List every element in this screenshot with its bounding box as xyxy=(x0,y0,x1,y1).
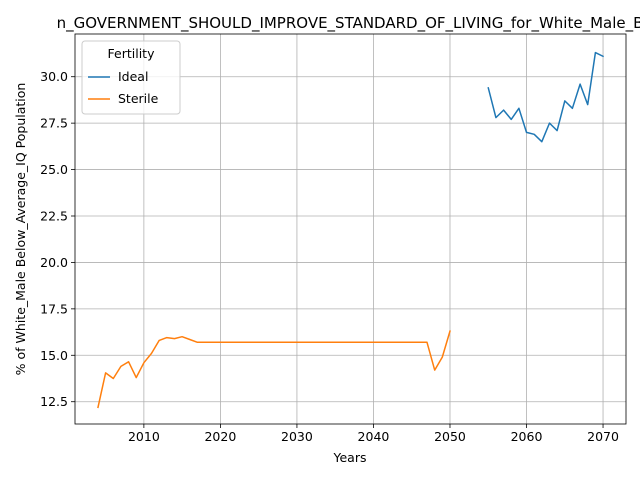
y-tick-label: 25.0 xyxy=(40,162,68,177)
y-tick-label: 17.5 xyxy=(40,301,68,316)
series-line-ideal xyxy=(487,51,605,143)
legend-box xyxy=(81,40,181,115)
x-tick-label: 2030 xyxy=(281,429,313,444)
y-tick-label: 22.5 xyxy=(40,209,68,224)
x-tick-label: 2020 xyxy=(204,429,236,444)
legend: Fertility Ideal Sterile xyxy=(81,40,181,115)
x-tick-label: 2010 xyxy=(128,429,160,444)
legend-label-sterile: Sterile xyxy=(118,91,159,106)
series-lines xyxy=(97,51,605,409)
x-axis-ticks: 2010 2020 2030 2040 2050 2060 2070 xyxy=(128,424,619,444)
y-axis-label: % of White_Male Below_Average_IQ Populat… xyxy=(13,83,28,376)
x-tick-label: 2070 xyxy=(587,429,619,444)
y-axis-ticks: 12.5 15.0 17.5 20.0 22.5 25.0 27.5 30.0 xyxy=(40,69,75,409)
y-tick-label: 12.5 xyxy=(40,394,68,409)
legend-label-ideal: Ideal xyxy=(118,69,148,84)
x-axis-label: Years xyxy=(333,450,367,465)
y-gridlines xyxy=(75,76,626,403)
legend-title: Fertility xyxy=(108,46,156,61)
plot-frame xyxy=(74,33,627,425)
y-tick-label: 15.0 xyxy=(40,348,68,363)
y-tick-label: 20.0 xyxy=(40,255,68,270)
series-line-sterile xyxy=(97,330,451,409)
y-tick-label: 27.5 xyxy=(40,116,68,131)
x-tick-label: 2050 xyxy=(434,429,466,444)
chart-title: n_GOVERNMENT_SHOULD_IMPROVE_STANDARD_OF_… xyxy=(57,14,640,33)
y-tick-label: 30.0 xyxy=(40,69,68,84)
x-tick-label: 2060 xyxy=(511,429,543,444)
x-tick-label: 2040 xyxy=(358,429,390,444)
